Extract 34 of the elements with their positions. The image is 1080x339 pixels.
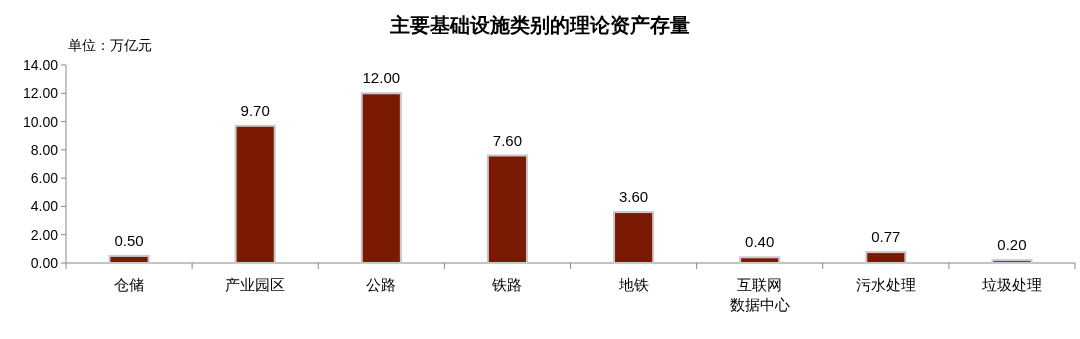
x-tick-label: 仓储	[114, 276, 145, 293]
chart-title: 主要基础设施类别的理论资产存量	[389, 14, 690, 36]
data-label: 7.60	[492, 131, 523, 149]
x-tick-label: 铁路	[491, 276, 523, 293]
bar	[991, 259, 1033, 264]
y-tick-label: 0.00	[30, 255, 59, 271]
data-label: 3.60	[618, 188, 649, 206]
y-tick-label: 10.00	[22, 113, 59, 130]
x-tick-label: 垃圾处理	[980, 276, 1042, 293]
y-tick-label: 6.00	[30, 170, 59, 187]
y-tick-label: 2.00	[30, 226, 59, 243]
bar	[613, 211, 655, 264]
x-tick-label: 污水处理	[855, 276, 916, 293]
y-tick-label: 4.00	[30, 198, 59, 215]
data-label: 0.40	[745, 233, 775, 251]
bar	[739, 256, 781, 264]
y-tick-label: 12.00	[22, 85, 59, 102]
x-tick-label: 互联网数据中心	[729, 276, 790, 314]
text: 单位：万亿元	[68, 37, 152, 53]
bar	[108, 254, 150, 264]
bar	[865, 251, 907, 264]
x-tick-label: 公路	[366, 276, 397, 293]
x-tick-label: 产业园区	[225, 276, 286, 293]
data-label: 9.70	[240, 101, 270, 119]
x-tick-label: 地铁	[617, 276, 649, 293]
y-tick-label: 8.00	[30, 141, 59, 158]
bar	[486, 154, 528, 264]
data-label: 0.20	[997, 236, 1027, 254]
data-label: 0.77	[871, 228, 901, 246]
bar	[360, 92, 402, 264]
data-label: 0.50	[114, 231, 144, 249]
data-label: 12.00	[362, 69, 401, 87]
y-tick-label: 14.00	[22, 57, 59, 73]
bar	[234, 124, 276, 264]
